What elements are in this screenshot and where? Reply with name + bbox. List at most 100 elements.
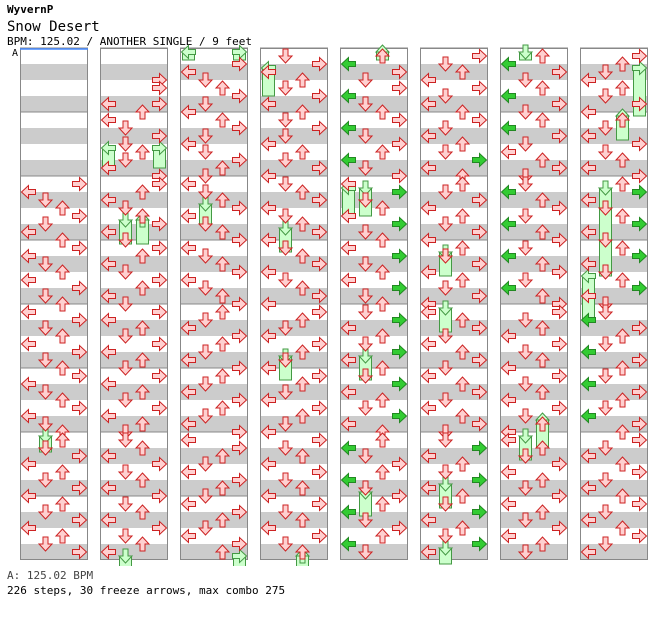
song-title: Snow Desert	[7, 19, 100, 35]
beat-stripe	[340, 96, 408, 112]
step-arrow	[180, 64, 196, 80]
step-arrow	[632, 352, 648, 368]
beat-stripe	[260, 288, 328, 304]
beat-stripe	[180, 192, 248, 208]
step-arrow	[312, 368, 328, 384]
step-arrow	[20, 304, 36, 320]
step-arrow	[294, 216, 311, 232]
chart-stats: 226 steps, 30 freeze arrows, max combo 2…	[7, 584, 286, 597]
step-arrow	[552, 128, 568, 144]
step-arrow	[277, 240, 294, 256]
step-arrow	[214, 80, 231, 96]
step-arrow	[277, 80, 294, 96]
step-arrow	[72, 544, 88, 560]
step-arrow	[552, 520, 568, 536]
freeze-head	[277, 220, 294, 236]
step-arrow	[232, 504, 248, 520]
step-arrow	[580, 376, 596, 392]
step-arrow	[517, 272, 534, 288]
beat-stripe	[180, 544, 248, 560]
step-arrow	[517, 240, 534, 256]
step-arrow	[54, 328, 71, 344]
step-arrow	[420, 448, 436, 464]
beat-stripe	[580, 512, 648, 528]
step-arrow	[197, 168, 214, 184]
beat-stripe	[420, 352, 488, 368]
beat-stripe	[100, 384, 168, 400]
step-arrow	[134, 352, 151, 368]
step-arrow	[454, 272, 471, 288]
step-arrow	[534, 192, 551, 208]
beat-stripe	[100, 448, 168, 464]
beat-stripe	[20, 320, 88, 336]
step-arrow	[197, 96, 214, 112]
beat-stripe	[180, 288, 248, 304]
beat-stripe	[260, 480, 328, 496]
step-arrow	[454, 520, 471, 536]
beat-stripe	[420, 416, 488, 432]
step-arrow	[72, 240, 88, 256]
step-arrow	[72, 176, 88, 192]
step-arrow	[117, 136, 134, 152]
beat-stripe	[500, 320, 568, 336]
step-arrow	[580, 128, 596, 144]
step-arrow	[72, 400, 88, 416]
beat-stripe	[180, 384, 248, 400]
step-arrow	[340, 240, 356, 256]
step-arrow	[454, 208, 471, 224]
step-arrow	[374, 144, 391, 160]
step-arrow	[294, 104, 311, 120]
step-arrow	[37, 256, 54, 272]
step-arrow	[180, 464, 196, 480]
step-arrow	[454, 344, 471, 360]
step-arrow	[437, 184, 454, 200]
step-arrow	[472, 192, 488, 208]
beat-stripe	[260, 64, 328, 80]
step-arrow	[517, 512, 534, 528]
step-arrow	[420, 96, 436, 112]
step-arrow	[472, 224, 488, 240]
step-arrow	[534, 352, 551, 368]
step-arrow	[552, 96, 568, 112]
step-arrow	[294, 280, 311, 296]
beat-stripe	[420, 320, 488, 336]
step-arrow	[597, 64, 614, 80]
beat-stripe	[180, 448, 248, 464]
step-arrow	[260, 328, 276, 344]
beat-stripe	[20, 352, 88, 368]
step-arrow	[437, 120, 454, 136]
beat-stripe	[500, 352, 568, 368]
step-arrow	[580, 408, 596, 424]
step-arrow	[392, 80, 408, 96]
step-arrow	[134, 416, 151, 432]
step-arrow	[500, 424, 516, 440]
step-arrow	[100, 344, 116, 360]
beat-stripe	[420, 64, 488, 80]
step-arrow	[500, 216, 516, 232]
step-arrow	[357, 368, 374, 384]
step-arrow	[534, 536, 551, 552]
step-arrow	[580, 160, 596, 176]
step-arrow	[614, 80, 631, 96]
step-arrow	[437, 280, 454, 296]
step-arrow	[580, 312, 596, 328]
step-arrow	[454, 312, 471, 328]
beat-stripe	[500, 544, 568, 560]
step-arrow	[152, 336, 168, 352]
beat-stripe	[260, 416, 328, 432]
step-arrow	[100, 256, 116, 272]
step-arrow	[260, 488, 276, 504]
step-arrow	[260, 96, 276, 112]
step-arrow	[180, 208, 196, 224]
step-arrow	[420, 232, 436, 248]
step-arrow	[277, 176, 294, 192]
column-border	[180, 48, 248, 560]
step-arrow	[472, 536, 488, 552]
step-arrow	[232, 232, 248, 248]
beat-stripe	[500, 512, 568, 528]
step-arrow	[357, 480, 374, 496]
step-arrow	[260, 424, 276, 440]
step-arrow	[20, 248, 36, 264]
step-arrow	[500, 248, 516, 264]
step-arrow	[117, 200, 134, 216]
